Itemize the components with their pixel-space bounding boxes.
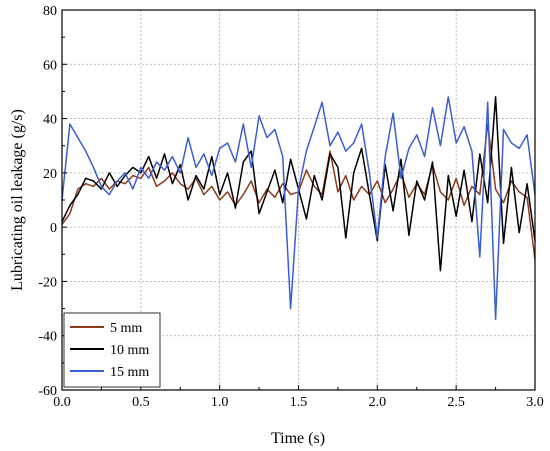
legend: 5 mm 10 mm 15 mm bbox=[63, 312, 161, 388]
x-tick-label: 1.5 bbox=[290, 395, 308, 410]
y-tick-label: 40 bbox=[43, 113, 57, 128]
series-line-15-mm bbox=[61, 96, 536, 321]
axis-ticks: 0.0 0.5 1.0 1.5 2.0 2.5 3.0 -60 -40 -20 0 20 40 60 80 bbox=[38, 4, 543, 410]
x-tick-label: 0.5 bbox=[132, 395, 150, 410]
y-tick-label: 0 bbox=[50, 221, 57, 236]
y-tick-label: 80 bbox=[43, 4, 57, 19]
x-tick-label: 2.0 bbox=[369, 395, 387, 410]
x-tick-label: 3.0 bbox=[526, 395, 544, 410]
x-tick-label: 1.0 bbox=[211, 395, 229, 410]
y-tick-label: 20 bbox=[43, 167, 57, 182]
x-axis-label: Time (s) bbox=[271, 430, 325, 447]
series-layer bbox=[61, 96, 536, 321]
x-tick-label: 0.0 bbox=[53, 395, 71, 410]
y-axis-label: Lubricating oil leakage (g/s) bbox=[9, 109, 26, 291]
legend-label: 10 mm bbox=[110, 343, 149, 358]
y-tick-label: -40 bbox=[38, 330, 57, 345]
y-tick-label: -20 bbox=[38, 275, 57, 290]
y-tick-label: -60 bbox=[38, 384, 57, 399]
x-tick-label: 2.5 bbox=[447, 395, 465, 410]
legend-label: 15 mm bbox=[110, 365, 149, 380]
y-tick-label: 60 bbox=[43, 58, 57, 73]
legend-label: 5 mm bbox=[110, 321, 142, 336]
